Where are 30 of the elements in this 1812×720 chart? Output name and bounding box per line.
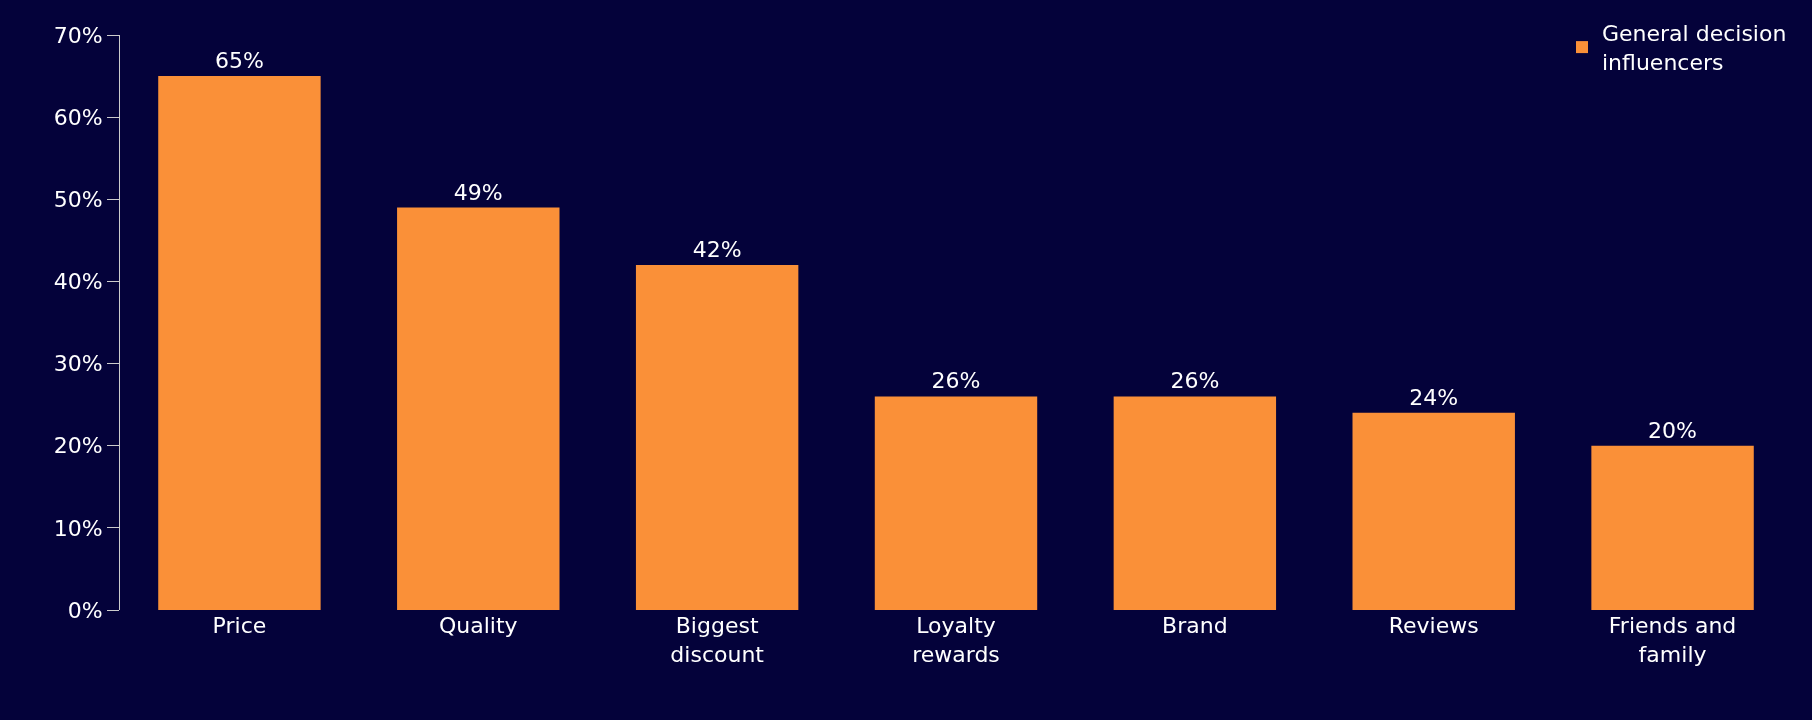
y-tick-label: 70% bbox=[53, 22, 103, 48]
bar bbox=[158, 76, 321, 610]
x-tick-label: Loyalty rewards bbox=[912, 613, 1000, 667]
bar bbox=[635, 265, 799, 610]
data-label: 49% bbox=[453, 179, 503, 205]
bar bbox=[1591, 445, 1754, 610]
y-tick-label: 60% bbox=[53, 104, 103, 130]
data-label: 65% bbox=[214, 48, 264, 74]
bar bbox=[1352, 412, 1515, 610]
bar bbox=[1113, 396, 1277, 610]
data-label: 42% bbox=[692, 237, 742, 262]
y-tick-label: 40% bbox=[53, 269, 103, 295]
bar bbox=[397, 207, 560, 610]
y-tick-label: 10% bbox=[53, 515, 103, 541]
data-label: 26% bbox=[1170, 368, 1220, 394]
y-tick-label: 50% bbox=[53, 186, 103, 212]
legend-label: General decision influencers bbox=[1602, 21, 1787, 75]
bar bbox=[874, 396, 1038, 610]
x-tick-label: Reviews bbox=[1388, 613, 1479, 638]
y-tick-label: 0% bbox=[67, 597, 103, 623]
x-tick-label: Brand bbox=[1162, 613, 1228, 638]
data-label: 26% bbox=[931, 368, 981, 394]
x-tick-label: Friends and family bbox=[1608, 613, 1737, 667]
data-label: 20% bbox=[1648, 417, 1698, 443]
data-label: 24% bbox=[1409, 384, 1459, 410]
x-tick-label: Quality bbox=[438, 613, 518, 638]
x-tick-label: Biggest discount bbox=[670, 613, 765, 667]
y-tick-label: 30% bbox=[53, 351, 103, 377]
y-tick-label: 20% bbox=[53, 433, 103, 459]
x-tick-label: Price bbox=[212, 613, 267, 638]
